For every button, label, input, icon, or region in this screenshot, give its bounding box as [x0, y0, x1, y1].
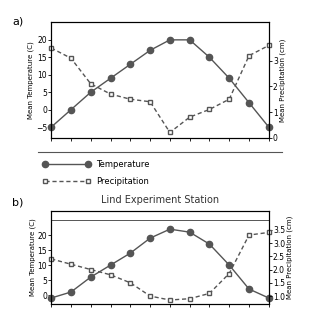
Text: a): a) — [12, 17, 23, 27]
Y-axis label: Mean Precipitation (cm): Mean Precipitation (cm) — [286, 216, 293, 299]
Text: b): b) — [12, 197, 23, 207]
Text: Temperature: Temperature — [96, 160, 149, 169]
Text: Precipitation: Precipitation — [96, 177, 149, 186]
Y-axis label: Mean Temperature (C): Mean Temperature (C) — [29, 219, 36, 296]
Text: Lind Experiment Station: Lind Experiment Station — [101, 195, 219, 205]
Y-axis label: Mean Precipitation (cm): Mean Precipitation (cm) — [279, 38, 286, 122]
Y-axis label: Mean Temperature (C): Mean Temperature (C) — [28, 41, 34, 119]
